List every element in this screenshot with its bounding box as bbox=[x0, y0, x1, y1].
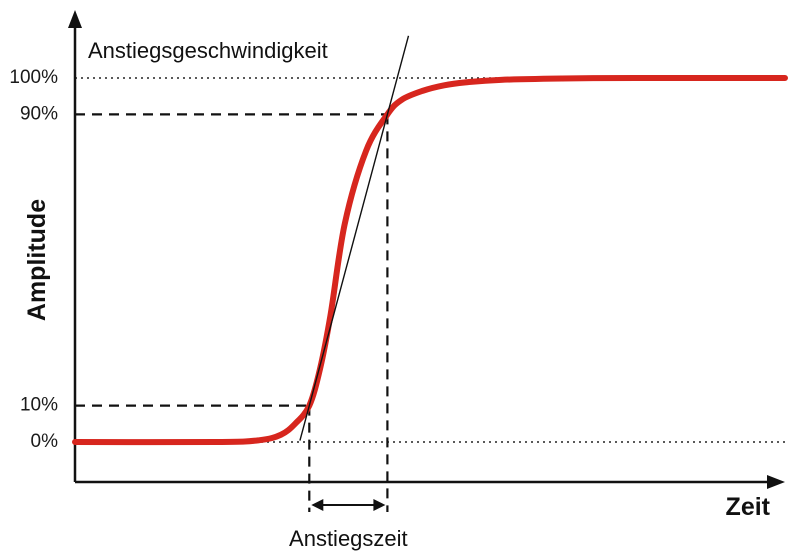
signal-curve bbox=[72, 74, 788, 446]
x-axis-arrowhead bbox=[767, 475, 785, 489]
slope-tangent-line bbox=[299, 35, 410, 441]
rise-time-arrowhead-right bbox=[373, 499, 386, 511]
slope-annotation: Anstiegsgeschwindigkeit bbox=[88, 38, 328, 63]
rise-time-arrowhead-left bbox=[311, 499, 324, 511]
y-axis-arrowhead bbox=[68, 10, 82, 28]
y-tick-label: 90% bbox=[20, 103, 58, 124]
x-axis-title: Zeit bbox=[726, 493, 771, 521]
rise-time-annotation: Anstiegszeit bbox=[289, 526, 408, 551]
y-tick-label: 100% bbox=[9, 67, 58, 88]
y-axis-title: Amplitude bbox=[23, 199, 51, 321]
y-tick-label: 10% bbox=[20, 395, 58, 416]
y-tick-label: 0% bbox=[31, 431, 59, 452]
